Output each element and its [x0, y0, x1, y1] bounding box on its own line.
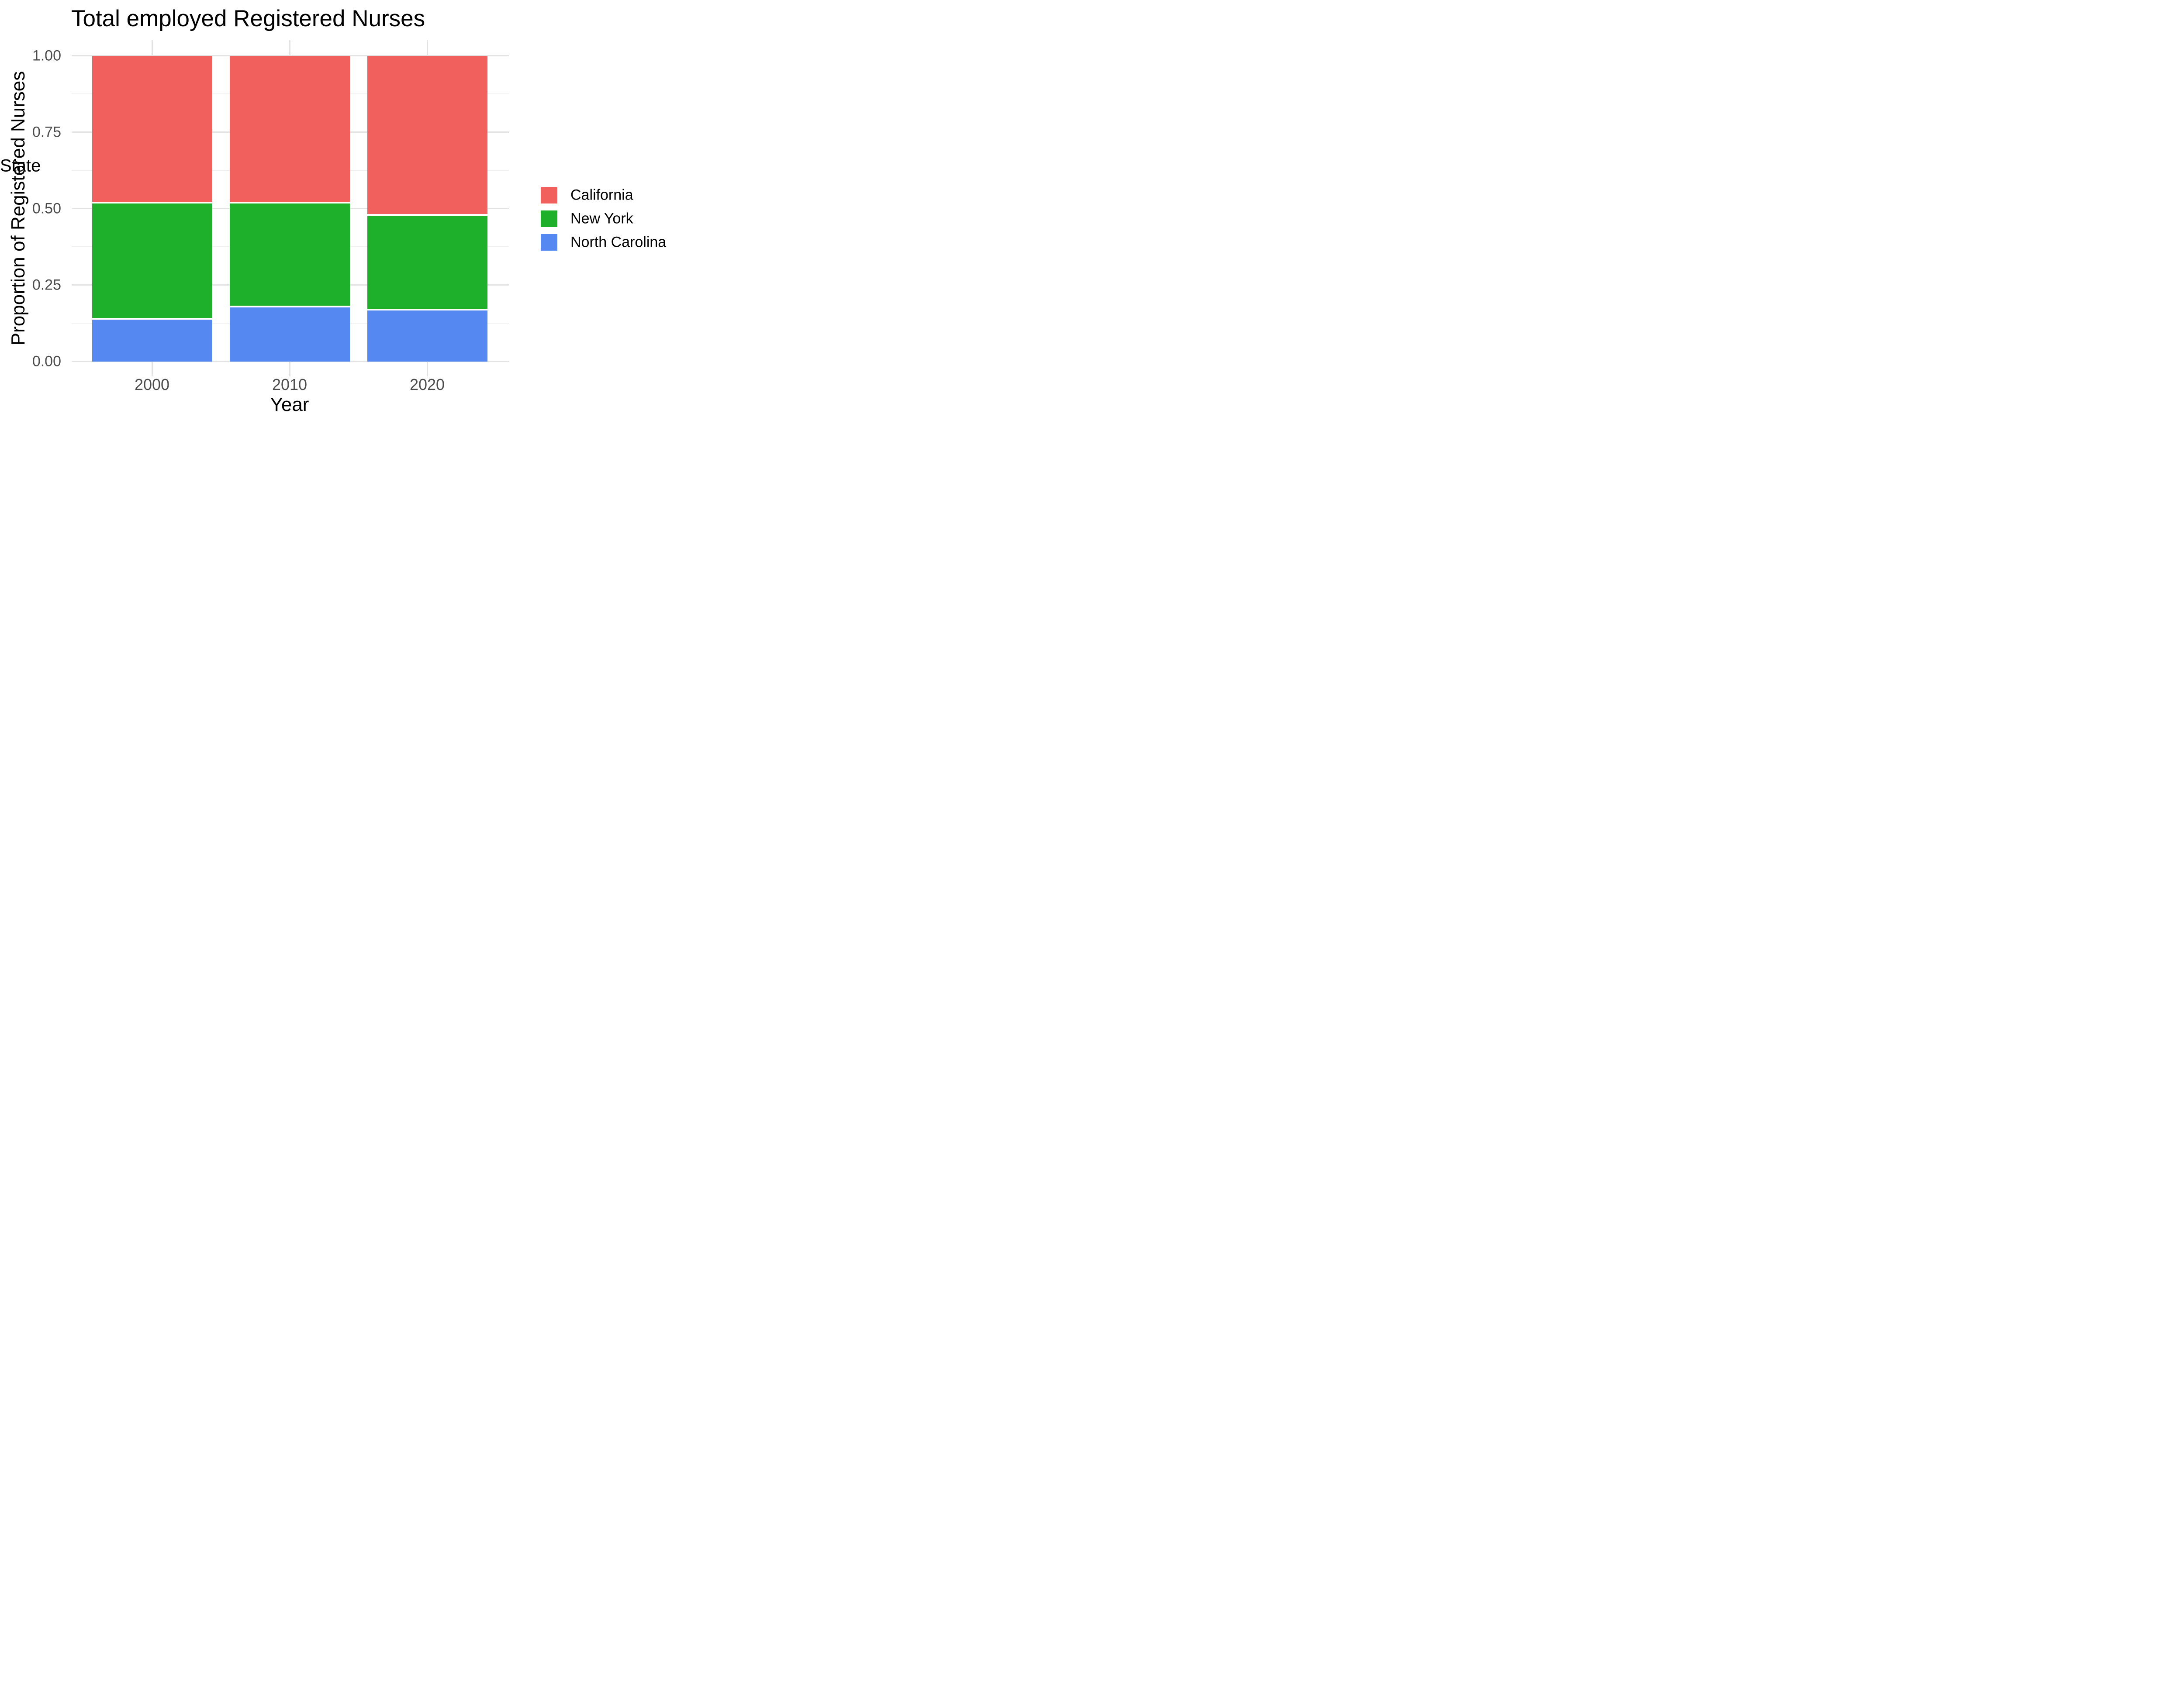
bar-segment-2020-California	[367, 55, 487, 215]
legend-key-North Carolina	[541, 234, 557, 251]
segment-divider	[92, 201, 212, 203]
chart-title: Total employed Registered Nurses	[71, 6, 425, 31]
bar-2010	[229, 55, 350, 362]
segment-divider	[229, 305, 350, 307]
x-axis-title: Year	[270, 394, 309, 415]
bar-2020	[367, 55, 487, 362]
bar-2000	[92, 55, 212, 362]
bar-segment-2000-New York	[92, 202, 212, 319]
x-tick-label-2020: 2020	[409, 376, 445, 393]
y-tick-label-1.00: 1.00	[32, 47, 61, 64]
gridline-major	[72, 361, 509, 362]
y-tick-label-0.25: 0.25	[32, 276, 61, 293]
y-tick-label-0.50: 0.50	[32, 200, 61, 217]
segment-divider	[92, 317, 212, 320]
bar-segment-2010-North Carolina	[229, 306, 350, 362]
bar-segment-2000-California	[92, 55, 212, 203]
segment-divider	[367, 308, 487, 310]
legend-label-New York: New York	[570, 210, 633, 227]
bar-segment-2020-North Carolina	[367, 309, 487, 362]
segment-divider	[367, 214, 487, 216]
bar-segment-2010-California	[229, 55, 350, 203]
legend-label-North Carolina: North Carolina	[570, 234, 667, 251]
segment-divider	[229, 201, 350, 203]
legend-label-California: California	[570, 186, 633, 203]
legend-key-New York	[541, 210, 557, 227]
plot-panel	[72, 40, 509, 376]
y-tick-label-0.00: 0.00	[32, 353, 61, 369]
bar-segment-2010-New York	[229, 202, 350, 307]
legend-title: State	[0, 156, 41, 176]
legend-key-California	[541, 187, 557, 203]
chart-figure: Total employed Registered Nurses Proport…	[0, 0, 688, 425]
bar-segment-2000-North Carolina	[92, 318, 212, 362]
x-tick-label-2000: 2000	[134, 376, 170, 393]
x-tick-label-2010: 2010	[272, 376, 308, 393]
bar-segment-2020-New York	[367, 214, 487, 310]
y-tick-label-0.75: 0.75	[32, 124, 61, 140]
